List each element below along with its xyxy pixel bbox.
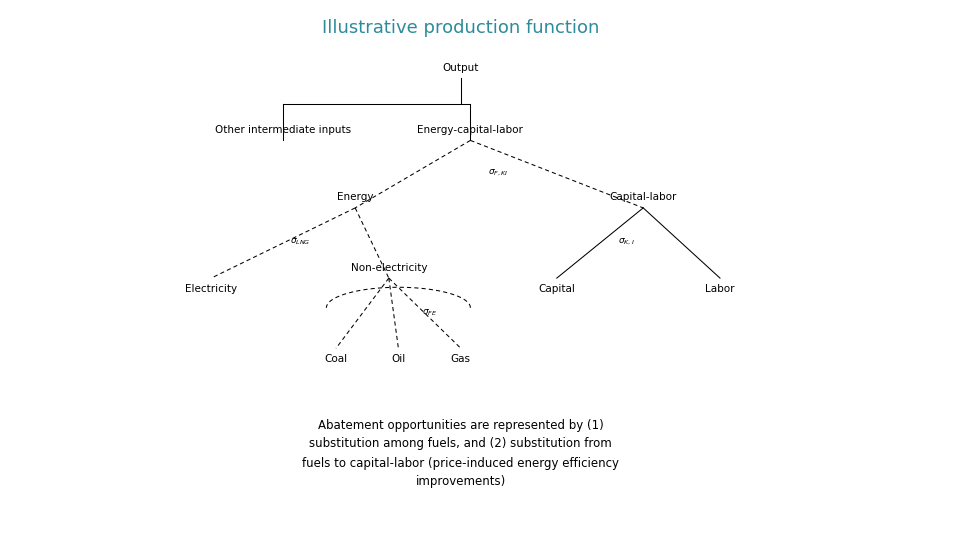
Text: Other intermediate inputs: Other intermediate inputs	[215, 125, 351, 135]
Text: Coal: Coal	[324, 354, 348, 364]
Text: $\sigma_{LNG}$: $\sigma_{LNG}$	[290, 237, 310, 247]
Text: Capital: Capital	[539, 284, 575, 294]
Text: $\sigma_{FE}$: $\sigma_{FE}$	[422, 308, 438, 319]
Text: Oil: Oil	[392, 354, 405, 364]
Text: Abatement opportunities are represented by (1)
substitution among fuels, and (2): Abatement opportunities are represented …	[302, 418, 619, 489]
Text: $\sigma_{F,KI}$: $\sigma_{F,KI}$	[488, 167, 508, 178]
Text: Capital-labor: Capital-labor	[610, 192, 677, 202]
Text: Energy: Energy	[337, 192, 373, 202]
Text: Labor: Labor	[706, 284, 734, 294]
Text: Illustrative production function: Illustrative production function	[323, 19, 599, 37]
Text: $\sigma_{K,I}$: $\sigma_{K,I}$	[618, 237, 635, 247]
Text: Output: Output	[443, 63, 479, 73]
Text: Non-electricity: Non-electricity	[350, 262, 427, 273]
Text: Electricity: Electricity	[185, 284, 237, 294]
Text: Gas: Gas	[451, 354, 470, 364]
Text: Energy-capital-labor: Energy-capital-labor	[418, 125, 523, 135]
